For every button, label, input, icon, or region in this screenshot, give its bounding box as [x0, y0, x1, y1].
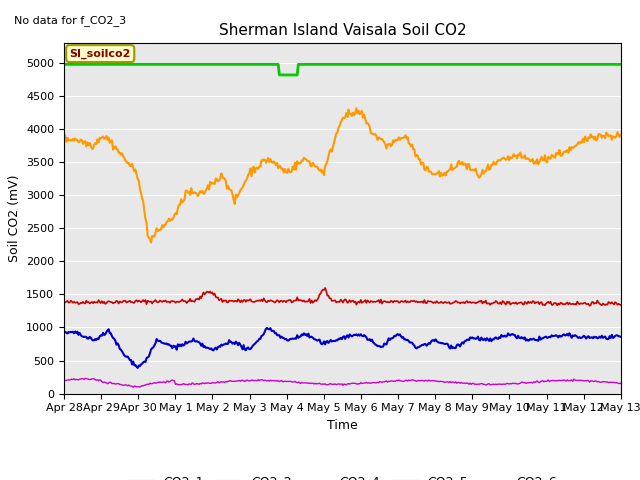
CO2_6 — [60, 377, 68, 383]
Line: CO2_4: CO2_4 — [64, 64, 621, 75]
CO2_4 — [518, 61, 525, 67]
Line: CO2_1: CO2_1 — [64, 288, 621, 306]
CO2_2 — [519, 155, 527, 160]
CO2_6 — [81, 375, 89, 381]
CO2_2 — [617, 132, 625, 137]
Line: CO2_2: CO2_2 — [64, 108, 621, 242]
CO2_1 — [60, 299, 68, 305]
CO2_6 — [129, 384, 137, 390]
CO2_5 — [519, 336, 527, 341]
CO2_4 — [326, 61, 333, 67]
CO2_6 — [364, 380, 371, 386]
Text: No data for f_CO2_3: No data for f_CO2_3 — [14, 15, 126, 26]
CO2_5 — [617, 334, 625, 340]
CO2_5 — [327, 337, 335, 343]
CO2_1 — [606, 300, 614, 306]
Y-axis label: Soil CO2 (mV): Soil CO2 (mV) — [8, 175, 20, 262]
CO2_4 — [275, 72, 283, 78]
CO2_1 — [321, 285, 329, 291]
CO2_4 — [605, 61, 612, 67]
Title: Sherman Island Vaisala Soil CO2: Sherman Island Vaisala Soil CO2 — [219, 23, 466, 38]
CO2_1 — [326, 295, 333, 301]
CO2_5 — [263, 325, 271, 331]
CO2_2 — [364, 120, 371, 126]
Text: SI_soilco2: SI_soilco2 — [70, 48, 131, 59]
CO2_5 — [134, 365, 141, 371]
CO2_1 — [362, 300, 370, 306]
CO2_2 — [326, 149, 333, 155]
CO2_5 — [606, 333, 614, 339]
CO2_5 — [330, 338, 338, 344]
CO2_5 — [394, 331, 401, 337]
CO2_1 — [518, 300, 525, 305]
CO2_2 — [60, 134, 68, 140]
CO2_1 — [393, 298, 401, 304]
Line: CO2_5: CO2_5 — [64, 328, 621, 368]
Line: CO2_6: CO2_6 — [64, 378, 621, 387]
CO2_4 — [617, 61, 625, 67]
CO2_2 — [147, 240, 155, 245]
CO2_6 — [327, 381, 335, 386]
CO2_5 — [364, 337, 371, 343]
CO2_6 — [519, 379, 527, 385]
CO2_2 — [353, 106, 360, 111]
CO2_1 — [617, 302, 625, 308]
CO2_6 — [606, 379, 614, 385]
CO2_2 — [329, 144, 337, 150]
CO2_2 — [394, 137, 401, 143]
CO2_6 — [617, 381, 625, 386]
X-axis label: Time: Time — [327, 419, 358, 432]
CO2_2 — [606, 133, 614, 139]
CO2_4 — [60, 61, 68, 67]
CO2_4 — [362, 61, 370, 67]
CO2_6 — [394, 378, 401, 384]
CO2_4 — [329, 61, 337, 67]
CO2_1 — [329, 298, 337, 304]
CO2_4 — [393, 61, 401, 67]
CO2_1 — [586, 303, 593, 309]
Legend: CO2_1, CO2_2, CO2_4, CO2_5, CO2_6: CO2_1, CO2_2, CO2_4, CO2_5, CO2_6 — [124, 470, 561, 480]
CO2_5 — [60, 328, 68, 334]
CO2_6 — [330, 382, 338, 387]
